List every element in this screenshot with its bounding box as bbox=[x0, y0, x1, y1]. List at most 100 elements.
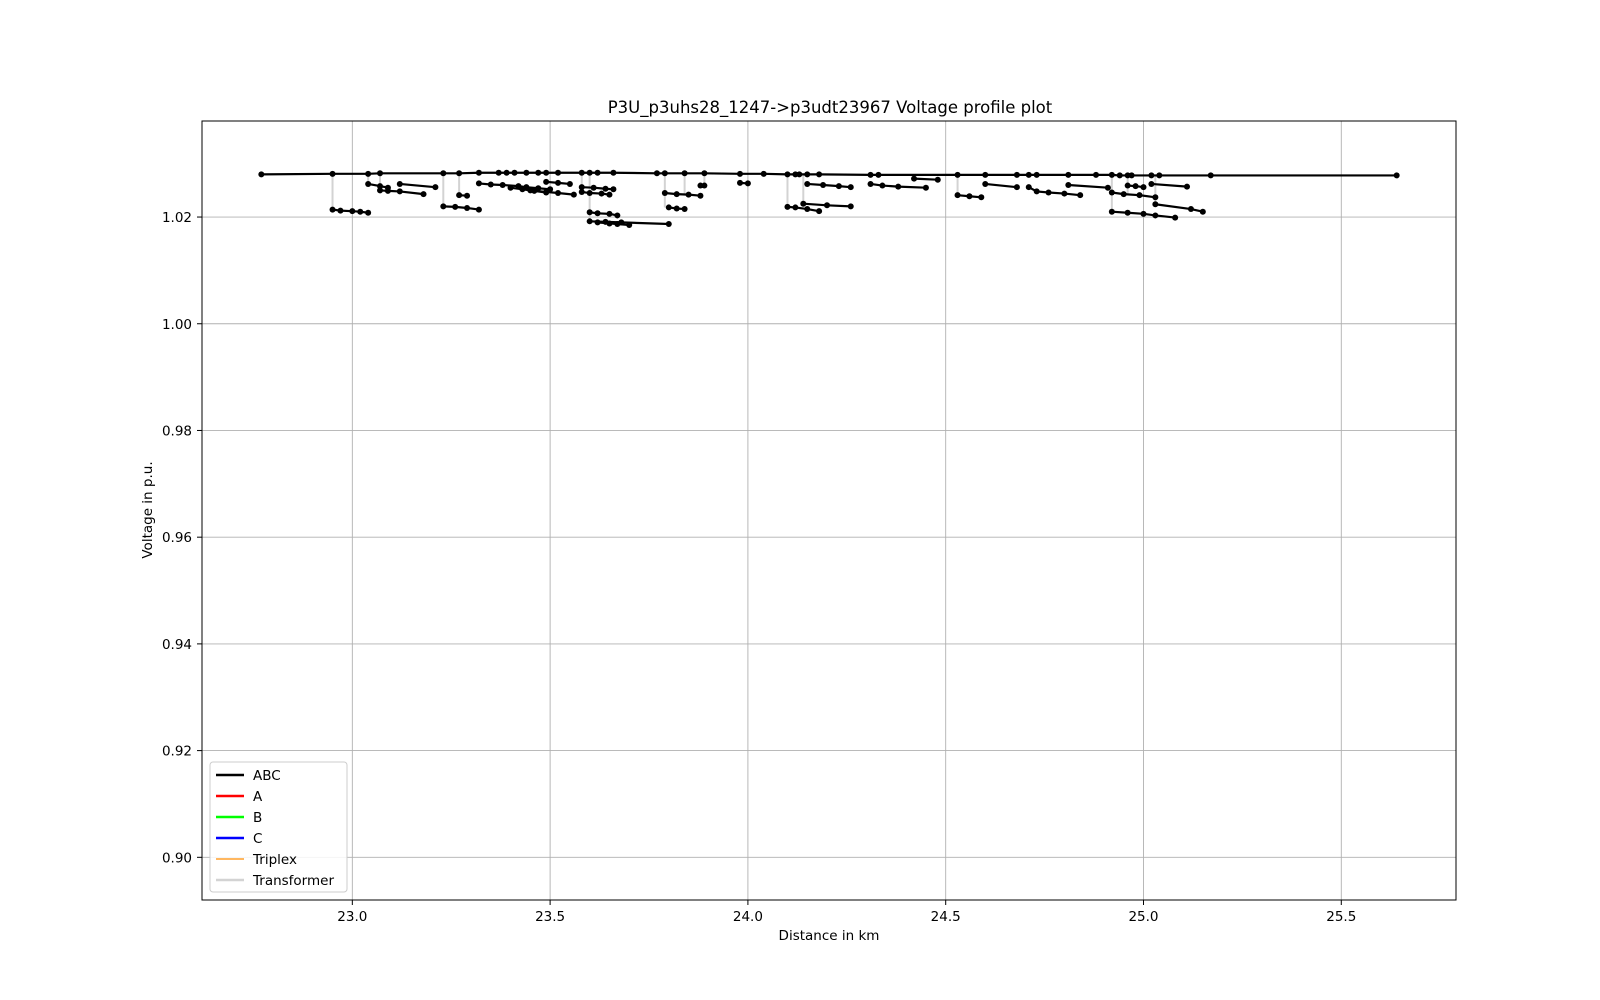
main-feeder-point bbox=[661, 170, 668, 177]
lateral-point bbox=[452, 203, 459, 210]
lateral-point bbox=[1025, 184, 1032, 191]
lateral-point bbox=[570, 191, 577, 198]
lateral-point bbox=[1124, 209, 1131, 216]
lateral-point bbox=[606, 191, 613, 198]
y-tick-label: 1.02 bbox=[162, 210, 192, 226]
lateral-line bbox=[914, 177, 938, 181]
legend-label: Transformer bbox=[252, 873, 334, 889]
tick-layer: 23.0 23.5 24.0 24.5 25.0 25.5 0.90 0.92 0.94 0.96… bbox=[162, 210, 1356, 925]
lateral-point bbox=[895, 183, 902, 190]
main-feeder-point bbox=[495, 169, 502, 176]
lateral-point bbox=[922, 184, 929, 191]
lateral-point bbox=[606, 220, 613, 227]
y-tick-label: 0.92 bbox=[162, 744, 192, 760]
lateral-point bbox=[594, 219, 601, 226]
y-tick-label: 1.00 bbox=[162, 317, 192, 333]
main-feeder-point bbox=[1093, 171, 1100, 178]
main-feeder-point bbox=[440, 170, 447, 177]
lateral-point bbox=[396, 188, 403, 195]
lateral-line bbox=[443, 205, 480, 211]
lateral-point bbox=[982, 180, 989, 187]
lateral-point bbox=[1108, 208, 1115, 215]
main-feeder-point bbox=[875, 171, 882, 178]
y-tick-label: 0.90 bbox=[162, 850, 192, 866]
main-feeder-point bbox=[586, 169, 593, 176]
main-feeder-point bbox=[1156, 172, 1163, 179]
lateral-point bbox=[555, 179, 562, 186]
lateral-line bbox=[530, 189, 574, 196]
lateral-point bbox=[792, 204, 799, 211]
lateral-point bbox=[954, 192, 961, 199]
main-feeder-line bbox=[261, 171, 1397, 177]
main-feeder-point bbox=[736, 170, 743, 177]
lateral-point bbox=[614, 220, 621, 227]
lateral-point bbox=[744, 180, 751, 187]
lateral-point bbox=[507, 184, 514, 191]
main-feeder-point bbox=[1128, 172, 1135, 179]
lateral-point bbox=[475, 206, 482, 213]
x-tick-label: 23.0 bbox=[337, 909, 367, 925]
lateral-point bbox=[847, 203, 854, 210]
lateral-line bbox=[379, 189, 424, 196]
main-feeder-point bbox=[1025, 171, 1032, 178]
main-feeder-point bbox=[1393, 172, 1400, 179]
x-tick-label: 24.0 bbox=[733, 909, 763, 925]
main-feeder-point bbox=[681, 170, 688, 177]
main-feeder-point bbox=[610, 169, 617, 176]
x-tick-label: 25.5 bbox=[1326, 909, 1356, 925]
lateral-point bbox=[966, 193, 973, 200]
lateral-point bbox=[835, 183, 842, 190]
lateral-point bbox=[377, 187, 384, 194]
main-feeder-point bbox=[503, 169, 510, 176]
lateral-point bbox=[1120, 191, 1127, 198]
lateral-point bbox=[847, 184, 854, 191]
main-feeder-point bbox=[1033, 171, 1040, 178]
legend-frame bbox=[209, 761, 348, 893]
lateral-point bbox=[464, 204, 471, 211]
main-feeder-point bbox=[804, 171, 811, 178]
lateral-line bbox=[807, 182, 851, 189]
lateral-point bbox=[673, 191, 680, 198]
x-tick-label: 24.5 bbox=[931, 909, 961, 925]
lateral-point bbox=[590, 184, 597, 191]
lateral-point bbox=[606, 210, 613, 217]
lateral-point bbox=[475, 180, 482, 187]
plot-frame bbox=[201, 120, 1457, 901]
main-feeder-point bbox=[377, 170, 384, 177]
lateral-point bbox=[1184, 183, 1191, 190]
main-feeder-point bbox=[555, 169, 562, 176]
lateral-point bbox=[661, 190, 668, 197]
lateral-point bbox=[1013, 184, 1020, 191]
lateral-line bbox=[1111, 191, 1156, 199]
main-feeder-point bbox=[511, 169, 518, 176]
main-feeder-point bbox=[760, 170, 767, 177]
lateral-point bbox=[555, 190, 562, 197]
lateral-point bbox=[911, 175, 918, 182]
lateral-line bbox=[664, 191, 701, 197]
lateral-point bbox=[598, 190, 605, 197]
main-feeder-point bbox=[653, 170, 660, 177]
lateral-point bbox=[784, 203, 791, 210]
lateral-point bbox=[349, 208, 356, 215]
y-tick-label: 0.98 bbox=[162, 423, 192, 439]
lateral-point bbox=[1077, 192, 1084, 199]
lateral-point bbox=[499, 182, 506, 189]
lateral-point bbox=[1152, 212, 1159, 219]
lateral-point bbox=[824, 202, 831, 209]
lateral-point bbox=[626, 222, 633, 229]
lateral-point bbox=[377, 183, 384, 190]
main-feeder-point bbox=[475, 169, 482, 176]
lateral-point bbox=[1124, 182, 1131, 189]
main-feeder-point bbox=[954, 171, 961, 178]
lateral-point bbox=[578, 184, 585, 191]
lateral-line bbox=[1068, 183, 1108, 189]
lateral-point bbox=[804, 206, 811, 213]
legend: ABC ABC Triplex Transformer bbox=[209, 761, 348, 893]
main-feeder-point bbox=[523, 169, 530, 176]
x-tick-label: 23.5 bbox=[535, 909, 565, 925]
main-feeder-point bbox=[701, 170, 708, 177]
lateral-point bbox=[1065, 182, 1072, 189]
plot-layer bbox=[258, 169, 1400, 229]
